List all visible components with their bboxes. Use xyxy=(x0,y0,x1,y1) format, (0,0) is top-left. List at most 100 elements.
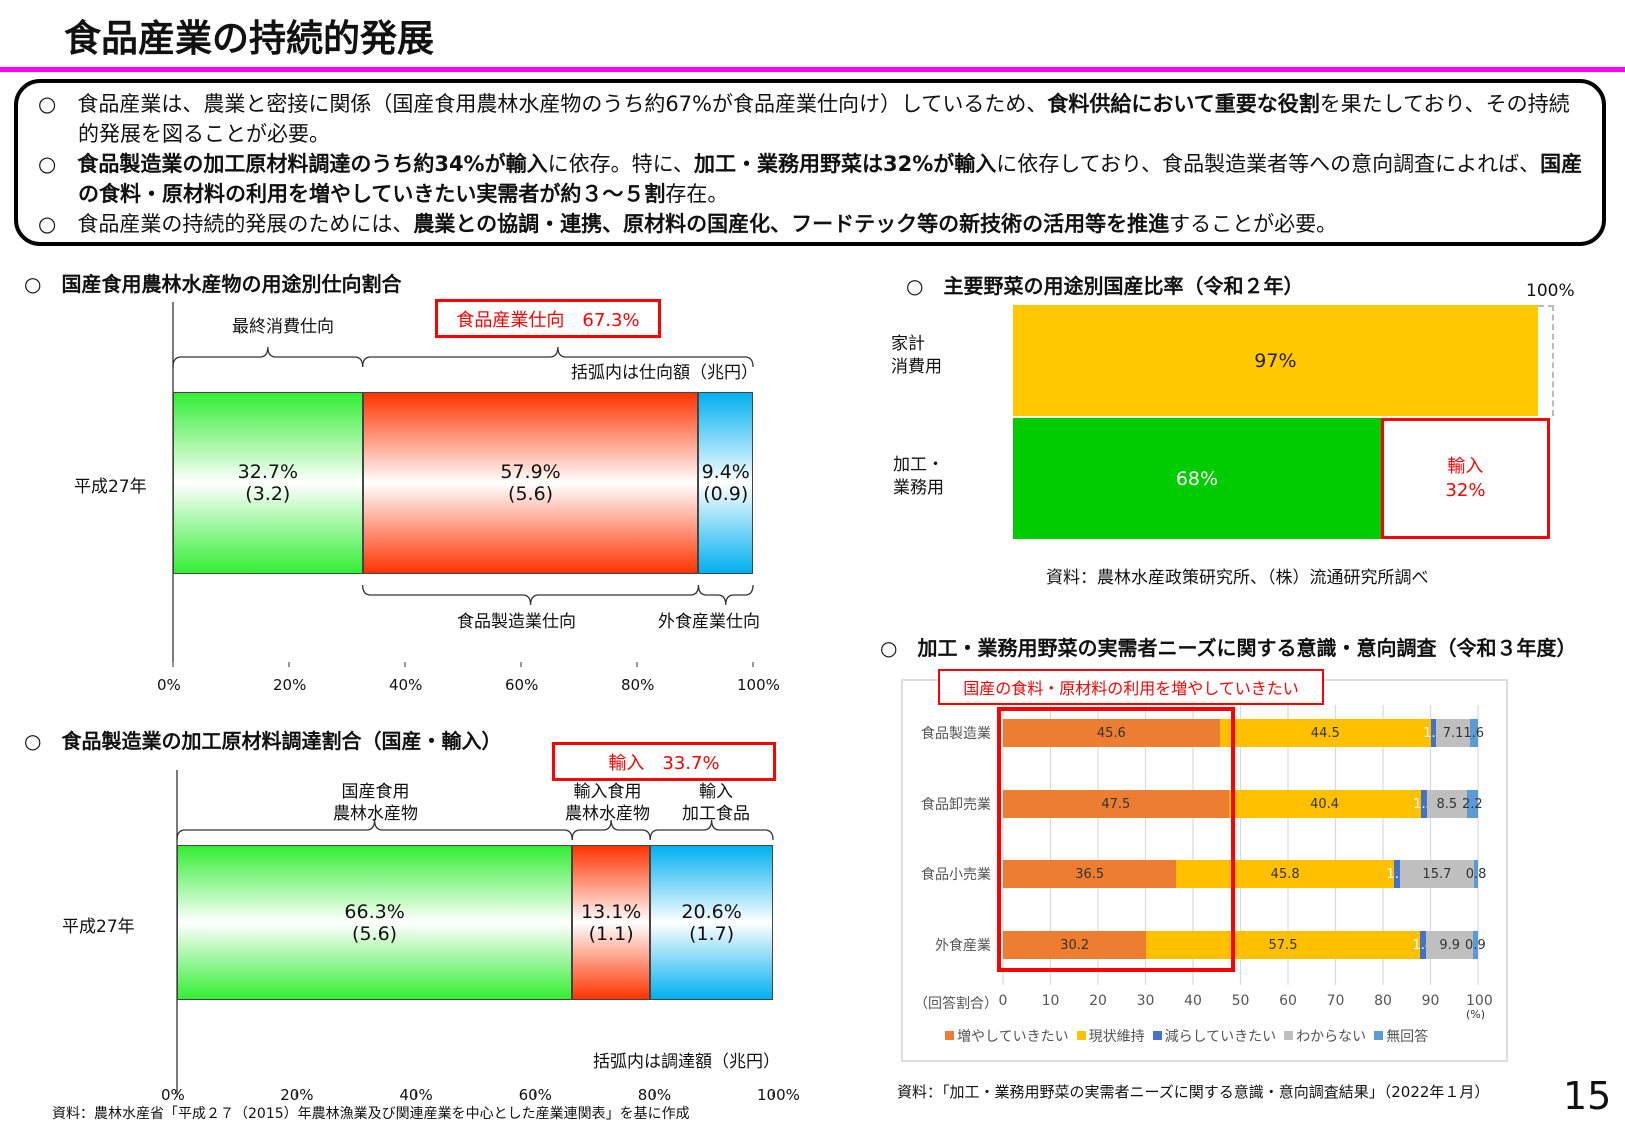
label-line: 輸入 xyxy=(699,782,733,802)
text: 食品産業の持続的発展のためには、 xyxy=(77,212,414,236)
label-line: 加工食品 xyxy=(682,804,750,824)
label-line: 国産食用 xyxy=(341,782,410,802)
bar-segment: 15.7 xyxy=(1399,860,1475,888)
bar-segment: 13.1% (1.1) xyxy=(572,845,651,1000)
page-title: 食品産業の持続的発展 xyxy=(64,17,434,60)
chart1-note: 括弧内は仕向額（兆円） xyxy=(571,363,758,383)
legend-swatch xyxy=(945,1031,954,1040)
x-tick-label: 50 xyxy=(1231,993,1250,1009)
brace xyxy=(362,584,700,606)
category-label: 食品小売業 xyxy=(921,867,991,883)
x-tick-label: 40% xyxy=(389,676,423,694)
legend-swatch xyxy=(1076,1031,1086,1040)
bullet-mark: ○ xyxy=(38,92,57,116)
data-label: 36.5 xyxy=(1075,866,1105,882)
chart1-heading: ○ 国産食用農林水産物の用途別仕向割合 xyxy=(24,272,402,296)
legend-label: わからない xyxy=(1296,1028,1367,1045)
chart4-legend: 増やしていきたい 現状維持 減らしていきたい わからない 無回答 xyxy=(945,1025,1436,1046)
brace xyxy=(571,819,651,841)
bold-text: 国産の食料・原材料の利用を増やしていきたい実需者が約３～５割 xyxy=(78,152,1583,206)
category-label: 食品卸売業 xyxy=(921,797,991,813)
bar-segment: 57.5 xyxy=(1146,931,1420,959)
chart1-top-label: 最終消費仕向 xyxy=(232,317,334,337)
data-sublabel: (3.2) xyxy=(245,483,291,505)
data-label: 0.8 xyxy=(1465,866,1487,882)
label-line: 家計 xyxy=(891,334,925,354)
bar-segment: 1.4 xyxy=(1413,931,1433,959)
text: を果たしており、その持続的発展を図ることが必要。 xyxy=(78,92,1570,146)
import-label: 輸入 xyxy=(1447,455,1484,477)
bold-text: 加工・業務用野菜は32%が輸入 xyxy=(693,152,997,176)
data-sublabel: (1.7) xyxy=(689,922,735,945)
bar-segment: 97% xyxy=(1013,305,1538,416)
x-tick-label: 100 xyxy=(1466,993,1493,1009)
x-tick-label: 10 xyxy=(1041,993,1060,1009)
bar-segment: 47.5 xyxy=(1003,790,1229,818)
x-tick-label: 40 xyxy=(1184,993,1202,1009)
data-label: 57.9% xyxy=(500,461,561,483)
bar-segment: 32.7% (3.2) xyxy=(173,392,363,574)
legend-item: 現状維持 xyxy=(1076,1026,1145,1046)
legend-swatch xyxy=(1284,1031,1294,1040)
label-line: 輸入食用 xyxy=(573,782,642,802)
x-tick-label: 80% xyxy=(637,1086,672,1104)
data-label: 20.6% xyxy=(681,900,742,923)
chart1-bottom-label-1: 食品製造業仕向 xyxy=(457,612,576,632)
chart2-highlight-box: 輸入 33.7% xyxy=(552,742,776,781)
bar-segment-remainder xyxy=(1537,305,1554,416)
legend-label: 増やしていきたい xyxy=(957,1028,1069,1045)
import-segment: 輸入 32% xyxy=(1380,418,1550,539)
x-tick-label: 0% xyxy=(157,676,181,694)
data-label: 1.6 xyxy=(1463,725,1485,741)
bold-text: 食品製造業の加工原材料調達のうち約34%が輸入 xyxy=(77,152,548,176)
text: に依存。特に、 xyxy=(547,152,694,176)
bold-text: 食料供給において重要な役割 xyxy=(1047,92,1320,116)
label-line: 業務用 xyxy=(893,478,944,498)
x-tick-label: 20% xyxy=(273,676,307,694)
text: 存在。 xyxy=(665,182,729,206)
x-tick-label: 60% xyxy=(518,1086,552,1104)
category-label: 食品製造業 xyxy=(921,726,991,742)
brace xyxy=(649,819,774,841)
chart3-row-label-1: 家計 消費用 xyxy=(891,333,942,379)
bar-segment: 68% xyxy=(1013,418,1381,539)
chart1-bottom-label-2: 外食産業仕向 xyxy=(658,612,760,632)
legend-label: 減らしていきたい xyxy=(1164,1028,1277,1045)
chart2-top-label-3: 輸入 加工食品 xyxy=(682,781,750,825)
label-line: 農林水産物 xyxy=(333,804,418,824)
bar-segment: 8.5 xyxy=(1426,790,1468,818)
data-label: 15.7 xyxy=(1422,866,1452,882)
bar-segment: 9.4% (0.9) xyxy=(698,392,753,574)
chart2-source: 資料：農林水産省「平成２７（2015）年農林漁業及び関連産業を中心とした産業連関… xyxy=(52,1106,690,1122)
bar-segment: 57.9% (5.6) xyxy=(362,392,699,574)
data-label: 44.5 xyxy=(1310,725,1340,741)
x-tick-label: 40% xyxy=(399,1086,433,1104)
bar-segment: 45.6 xyxy=(1003,719,1220,747)
data-sublabel: (5.6) xyxy=(352,922,398,945)
legend-swatch xyxy=(1152,1031,1162,1040)
x-tick-label: 20 xyxy=(1089,993,1107,1009)
x-tick-label: 100% xyxy=(737,676,780,694)
data-sublabel: (5.6) xyxy=(508,483,554,505)
brace xyxy=(362,346,754,368)
summary-box: ○ 食品産業は、農業と密接に関係（国産食用農林水産物のうち約67%が食品産業仕向… xyxy=(14,79,1606,246)
chart2-top-label-2: 輸入食用 農林水産物 xyxy=(565,781,650,825)
x-tick-label: 20% xyxy=(280,1086,314,1104)
bar-segment: 1.6 xyxy=(1463,719,1484,747)
data-label: 0.9 xyxy=(1465,937,1486,953)
x-tick-label: 60% xyxy=(505,676,539,694)
data-label: 32.7% xyxy=(237,461,298,483)
page-number: 15 xyxy=(1563,1074,1612,1118)
chart4-heading: ○ 加工・業務用野菜の実需者ニーズに関する意識・意向調査（令和３年度） xyxy=(880,636,1577,660)
x-tick-label: 80 xyxy=(1374,993,1392,1009)
chart1-highlight-box: 食品産業仕向 67.3% xyxy=(435,299,661,338)
bar-segment: 45.8 xyxy=(1176,860,1394,888)
bar-segment: 0.9 xyxy=(1465,931,1486,959)
chart3-heading: ○ 主要野菜の用途別国産比率（令和２年） xyxy=(906,274,1304,298)
bar-segment: 2.2 xyxy=(1462,790,1483,818)
import-value: 32% xyxy=(1445,479,1486,501)
chart2-row-label: 平成27年 xyxy=(62,917,135,937)
data-label: 30.2 xyxy=(1060,937,1090,953)
text: することが必要。 xyxy=(1169,212,1338,236)
legend-label: 現状維持 xyxy=(1088,1028,1145,1045)
